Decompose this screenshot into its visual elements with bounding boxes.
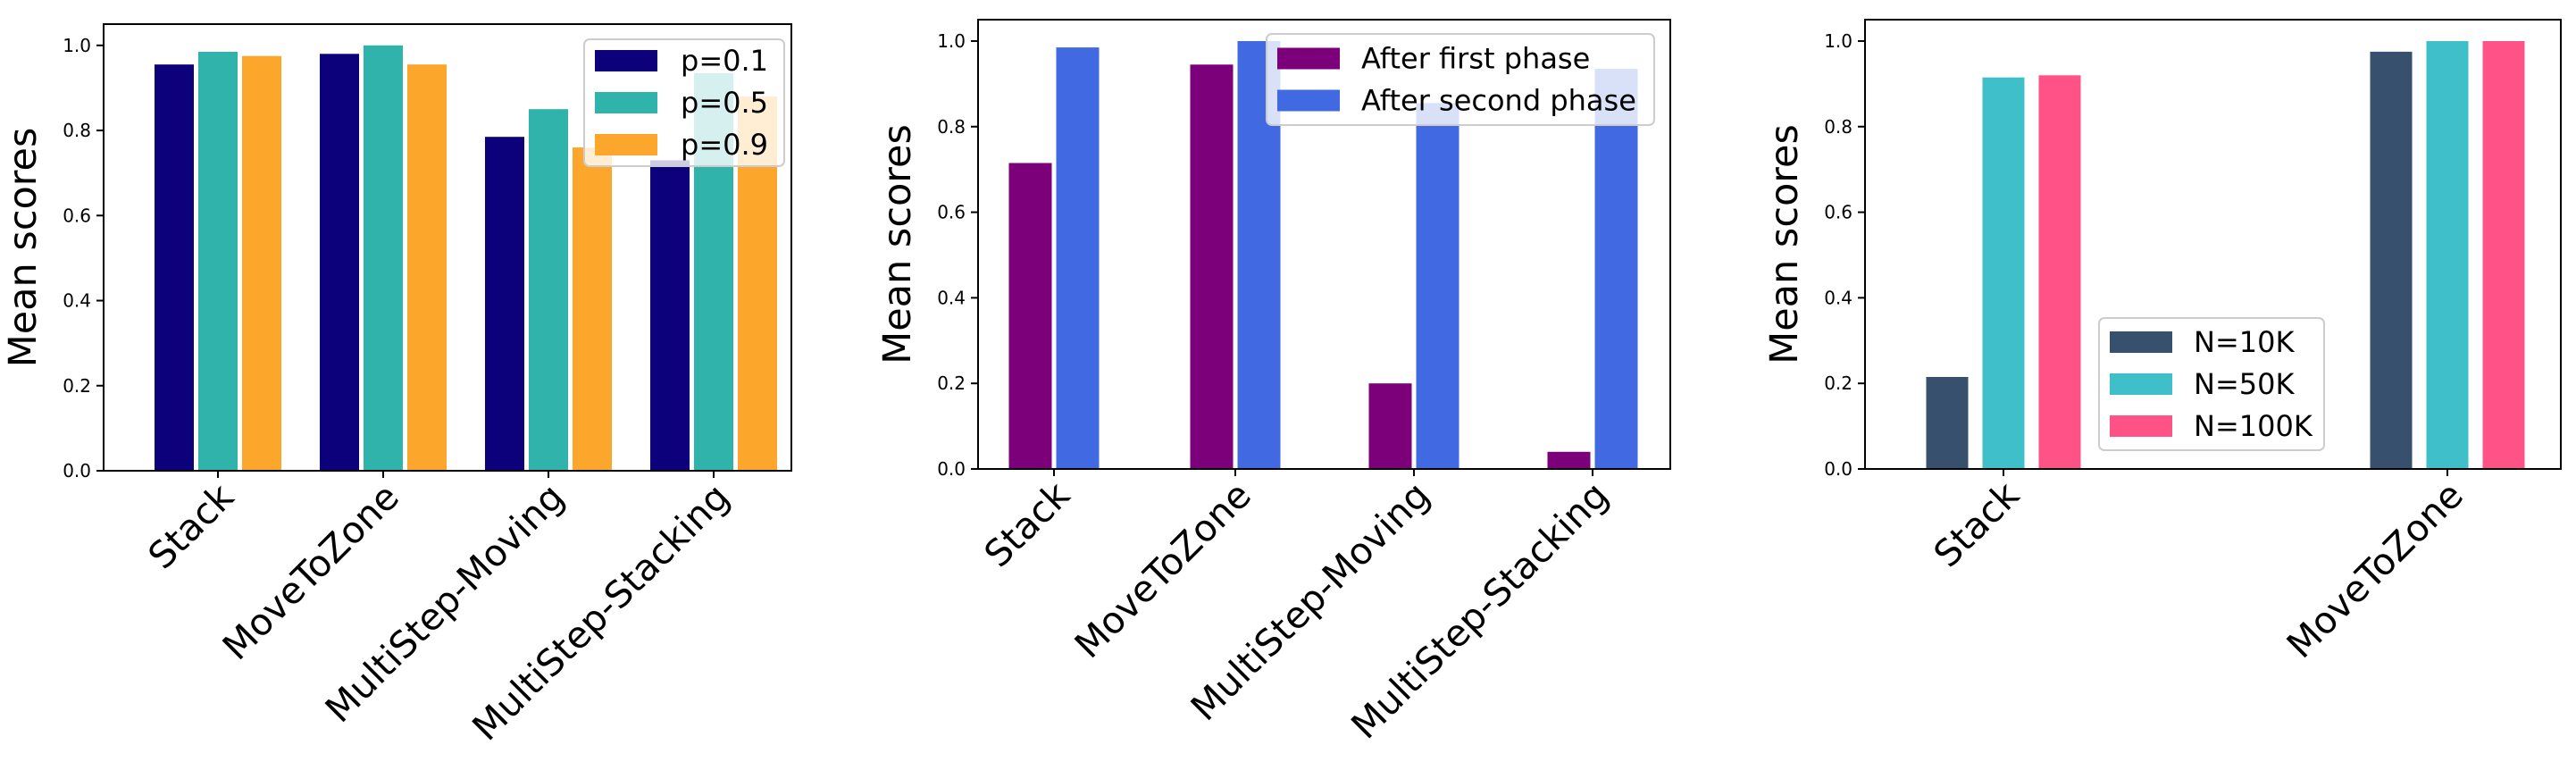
- x-category-label-stack: Stack: [140, 475, 242, 577]
- y-axis-label: Mean scores: [875, 124, 920, 364]
- y-tick-label: 0.6: [1824, 202, 1853, 223]
- legend-label: p=0.1: [681, 44, 768, 78]
- bar-p-0-9-stack: [242, 55, 281, 471]
- bar-p-0-9-multistep-moving: [573, 147, 612, 471]
- legend-label: N=10K: [2194, 325, 2295, 359]
- y-axis-label: Mean scores: [1762, 124, 1807, 364]
- bar-after-first-phase-multistep-moving: [1368, 383, 1412, 469]
- y-tick-label: 0.4: [937, 287, 966, 308]
- bar-after-first-phase-movetozone: [1190, 64, 1234, 470]
- y-tick-label: 1.0: [937, 30, 966, 52]
- axes-frame: [977, 19, 1671, 470]
- legend-swatch: [2110, 331, 2172, 353]
- bar-n-100k-movetozone: [2482, 41, 2525, 469]
- y-axis-label: Mean scores: [1, 128, 46, 368]
- x-category-label-stack: Stack: [976, 473, 1078, 575]
- y-tick-label: 0.4: [63, 290, 91, 312]
- axes-frame: [103, 23, 792, 472]
- bar-after-second-phase-multistep-moving: [1416, 103, 1459, 470]
- bar-p-0-1-multistep-stacking: [650, 160, 690, 471]
- legend-label: N=100K: [2194, 409, 2313, 443]
- legend-swatch: [2110, 373, 2172, 395]
- x-category-label-stack: Stack: [1926, 473, 2028, 575]
- x-category-label-movetozone: MoveToZone: [2279, 473, 2471, 666]
- y-tick-label: 0.8: [937, 116, 966, 138]
- legend-swatch: [2110, 415, 2172, 437]
- bar-p-0-9-movetozone: [407, 64, 447, 471]
- legend-label: p=0.5: [681, 86, 768, 120]
- bar-after-second-phase-stack: [1056, 47, 1100, 469]
- bar-p-0-1-movetozone: [320, 54, 359, 472]
- chart-dataset-size: 0.0 0.2 0.4 0.6 0.8 1.0 Mean scores Stack MoveTo…: [1762, 19, 2562, 666]
- bar-n-10k-movetozone: [2370, 51, 2413, 470]
- legend-swatch: [595, 50, 657, 71]
- legend-swatch: [1277, 47, 1340, 70]
- y-tick-label: 1.0: [1824, 30, 1853, 52]
- bar-n-50k-movetozone: [2426, 41, 2469, 469]
- legend-label: N=50K: [2194, 367, 2295, 401]
- legend-label: After second phase: [1361, 84, 1636, 118]
- bar-p-0-1-multistep-moving: [485, 137, 524, 471]
- y-tick-label: 0.2: [63, 375, 91, 397]
- bar-after-second-phase-multistep-stacking: [1594, 69, 1638, 469]
- legend-swatch: [595, 134, 657, 155]
- bar-p-0-5-multistep-moving: [529, 109, 568, 471]
- y-tick-label: 0.4: [1824, 287, 1853, 308]
- y-tick-label: 1.0: [63, 35, 91, 56]
- bar-p-0-5-movetozone: [364, 45, 403, 472]
- bar-n-100k-stack: [2038, 75, 2081, 470]
- y-tick-label: 0.6: [63, 205, 91, 226]
- y-tick-label: 0.0: [63, 460, 91, 481]
- bar-p-0-5-stack: [198, 52, 238, 471]
- bar-n-10k-stack: [1926, 377, 1969, 469]
- bar-p-0-1-stack: [155, 64, 194, 471]
- x-category-label-movetozone: MoveToZone: [1066, 473, 1259, 666]
- y-tick-label: 0.8: [63, 120, 91, 141]
- y-tick-label: 0.8: [1824, 116, 1853, 138]
- legend-swatch: [1277, 89, 1340, 112]
- y-tick-label: 0.6: [937, 202, 966, 223]
- chart-training-phases: 0.0 0.2 0.4 0.6 0.8 1.0 Mean scores StackMoveTo…: [875, 19, 1671, 748]
- legend-box: [1266, 33, 1655, 126]
- axes-frame: [1864, 19, 2562, 470]
- y-tick-label: 0.0: [1824, 458, 1853, 480]
- bar-after-first-phase-multistep-stacking: [1547, 451, 1591, 469]
- legend-label: p=0.9: [681, 128, 768, 162]
- legend-swatch: [595, 92, 657, 113]
- bar-after-first-phase-stack: [1008, 163, 1052, 469]
- bar-n-50k-stack: [1982, 77, 2025, 469]
- y-tick-label: 0.2: [937, 372, 966, 394]
- y-tick-label: 0.0: [937, 458, 966, 480]
- y-tick-label: 0.2: [1824, 372, 1853, 394]
- legend-label: After first phase: [1361, 42, 1590, 76]
